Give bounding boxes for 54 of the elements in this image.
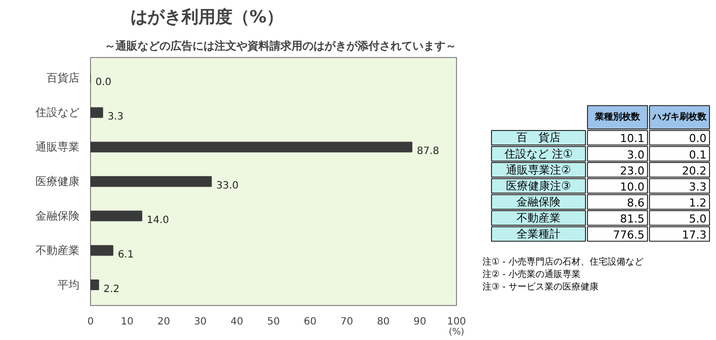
data-label: 20.2 [682,164,707,178]
data-label: 6.1 [118,249,134,260]
category-label: 医療健康注③ [506,179,572,192]
y-tick-label: 平均 [58,278,80,292]
x-tick-label: 90 [414,316,426,328]
data-label: 0.0 [96,77,112,88]
data-label: 17.3 [682,228,707,242]
data-label: 3.0 [627,148,645,162]
y-tick-label: 医療健康 [36,175,80,188]
chart-subtitle: ～通販などの広告には注文や資料請求用のはがきが添付されています～ [104,40,456,52]
x-axis-title: (%) [448,328,464,338]
data-label: 10.0 [620,180,645,194]
series-label: ハガキ刷枚数 [652,111,708,122]
text: 注① - 小売専門店の石材、住宅設備など [482,256,644,268]
x-tick-label: 20 [157,316,170,328]
data-label: 10.1 [620,132,645,146]
y-tick-label: 金融保険 [36,209,80,222]
data-label: 2.2 [104,284,120,295]
data-label: 33.0 [216,180,239,192]
category-label: 全業種計 [516,228,560,241]
data-label: 3.3 [108,112,124,123]
category-label: 金融保険 [516,195,560,208]
x-tick-label: 0 [87,316,94,328]
x-tick-label: 10 [120,316,134,328]
data-label: 87.8 [416,146,440,158]
data-label: 14.0 [146,214,170,226]
category-label: 住設など 注① [504,147,573,160]
chart-title: はがき利用度（%） [130,8,284,28]
x-tick-label: 50 [267,316,280,328]
data-label: 0.0 [689,132,707,146]
x-tick-label: 70 [340,316,354,328]
y-tick-label: 百貨店 [46,72,80,85]
y-tick-label: 住設など [36,106,80,120]
text: 注③ - サービス業の医療健康 [482,281,599,292]
x-tick-label: 100 [446,316,466,328]
x-tick-label: 30 [194,316,207,328]
text: 注② - 小売業の通販専業 [482,268,581,280]
data-label: 0.1 [689,148,707,162]
x-tick-label: 60 [304,316,316,328]
data-label: 5.0 [689,212,707,226]
series-label: 業種別枚数 [594,111,641,122]
category-label: 百 貨店 [516,131,560,144]
data-label: 23.0 [620,164,645,178]
data-label: 3.3 [689,180,707,194]
data-label: 1.2 [689,196,707,210]
data-label: 8.6 [627,196,645,210]
y-tick-label: 通販専業 [36,140,80,154]
category-label: 不動産業 [516,211,560,224]
y-tick-label: 不動産業 [36,244,80,257]
x-tick-label: 40 [230,316,244,328]
data-label: 81.5 [620,212,645,226]
category-label: 通販専業注② [506,163,572,176]
x-tick-label: 80 [376,316,390,328]
data-label: 776.5 [613,228,645,242]
